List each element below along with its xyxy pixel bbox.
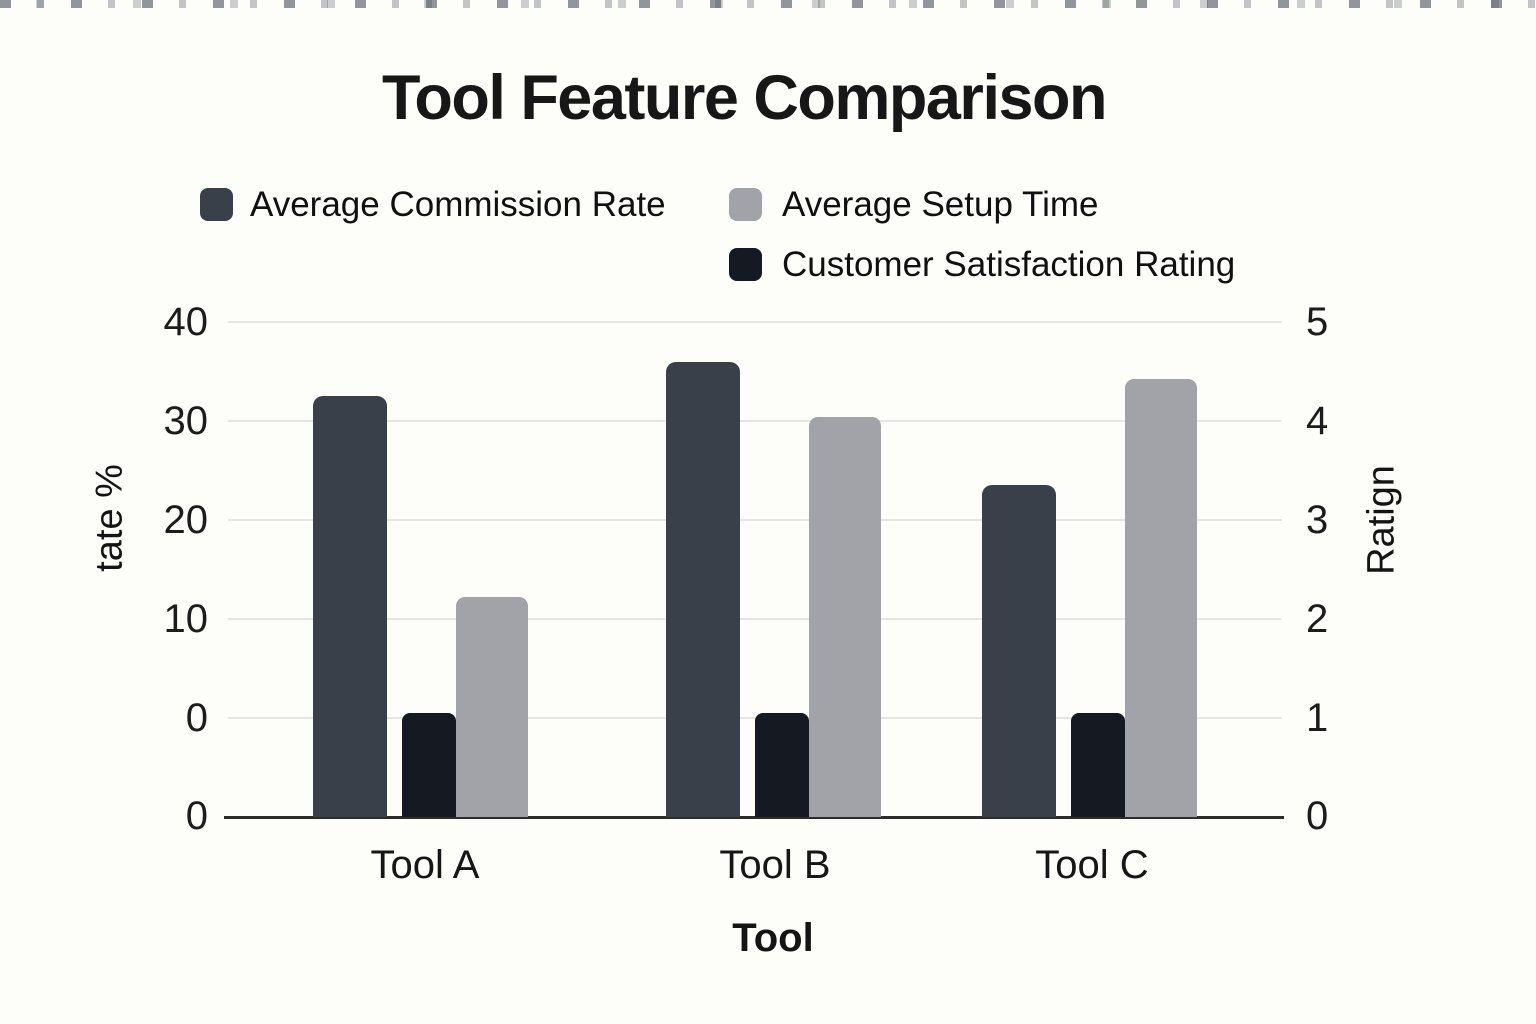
right-tick-label: 5 [1306, 300, 1329, 344]
legend-label: Average Setup Time [782, 185, 1099, 224]
x-axis-line [224, 816, 1284, 819]
legend-swatch [200, 188, 233, 221]
bar-tool-b-average-commission-rate [666, 361, 740, 817]
category-label-tool-b: Tool B [719, 843, 831, 887]
bar-tool-b-average-setup-time [809, 417, 881, 817]
left-tick-label: 0 [185, 794, 208, 838]
bar-tool-a-customer-satisfaction-rating [402, 713, 456, 817]
bar-tool-b-customer-satisfaction-rating [755, 713, 809, 817]
gridline [228, 321, 1282, 323]
bar-tool-c-average-commission-rate [982, 485, 1056, 817]
chart-title: Tool Feature Comparison [382, 63, 1107, 133]
right-tick-label: 1 [1306, 696, 1329, 740]
gridline [228, 420, 1282, 422]
legend-label: Average Commission Rate [250, 185, 666, 224]
bar-tool-a-average-setup-time [456, 597, 528, 817]
right-tick-label: 3 [1306, 498, 1329, 542]
right-tick-label: 0 [1306, 794, 1329, 838]
right-axis-title: Ratign [1360, 465, 1403, 575]
x-axis-title: Tool [732, 916, 814, 960]
left-tick-label: 30 [163, 399, 209, 443]
left-axis-title: tate % [88, 464, 131, 572]
bar-tool-c-average-setup-time [1125, 379, 1197, 817]
left-tick-label: 20 [163, 498, 209, 542]
left-tick-label: 10 [163, 597, 209, 641]
right-tick-label: 2 [1306, 597, 1329, 641]
bar-tool-c-customer-satisfaction-rating [1071, 713, 1125, 817]
legend-swatch [729, 188, 762, 221]
legend-swatch [729, 248, 762, 281]
gridline [228, 519, 1282, 521]
legend-label: Customer Satisfaction Rating [782, 245, 1236, 284]
category-label-tool-c: Tool C [1035, 843, 1149, 887]
right-tick-label: 4 [1306, 399, 1329, 443]
top-edge-artifact [0, 0, 1536, 8]
left-tick-label: 0 [185, 696, 208, 740]
category-label-tool-a: Tool A [370, 843, 480, 887]
left-tick-label: 40 [163, 300, 209, 344]
bar-tool-a-average-commission-rate [313, 396, 387, 817]
gridline [228, 618, 1282, 620]
